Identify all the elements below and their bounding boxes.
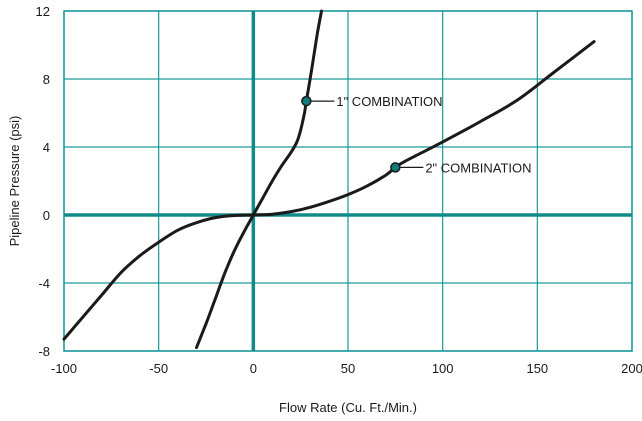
y-tick-label: -4	[38, 276, 50, 291]
x-tick-label: 50	[341, 361, 355, 376]
curves	[62, 9, 596, 350]
grid	[63, 10, 633, 352]
annotation-label: 2" COMBINATION	[425, 160, 531, 175]
y-tick-labels: -8 -4 0 4 8 12	[36, 4, 50, 359]
x-axis-title: Flow Rate (Cu. Ft./Min.)	[279, 400, 417, 415]
annotation-label: 1" COMBINATION	[336, 94, 442, 109]
x-tick-label: -50	[149, 361, 168, 376]
annotation-marker	[301, 95, 312, 107]
y-tick-label: -8	[38, 344, 50, 359]
annotation-marker	[390, 162, 401, 173]
x-tick-labels: -100 -50 0 50 100 150 200	[51, 361, 642, 376]
y-tick-label: 0	[43, 208, 50, 223]
x-tick-label: 200	[621, 361, 642, 376]
series-curve-2	[62, 40, 596, 341]
annotations: 1" COMBINATION 2" COMBINATION	[301, 94, 532, 175]
x-tick-label: -100	[51, 361, 77, 376]
zero-axes	[64, 11, 632, 351]
x-tick-label: 0	[250, 361, 257, 376]
plot-frame	[63, 10, 633, 352]
y-tick-label: 4	[43, 140, 50, 155]
x-tick-label: 150	[526, 361, 548, 376]
x-tick-label: 100	[432, 361, 454, 376]
y-tick-label: 12	[36, 4, 50, 19]
series-curve-1	[195, 9, 323, 350]
y-tick-label: 8	[43, 72, 50, 87]
y-axis-title: Pipeline Pressure (psi)	[7, 116, 22, 247]
